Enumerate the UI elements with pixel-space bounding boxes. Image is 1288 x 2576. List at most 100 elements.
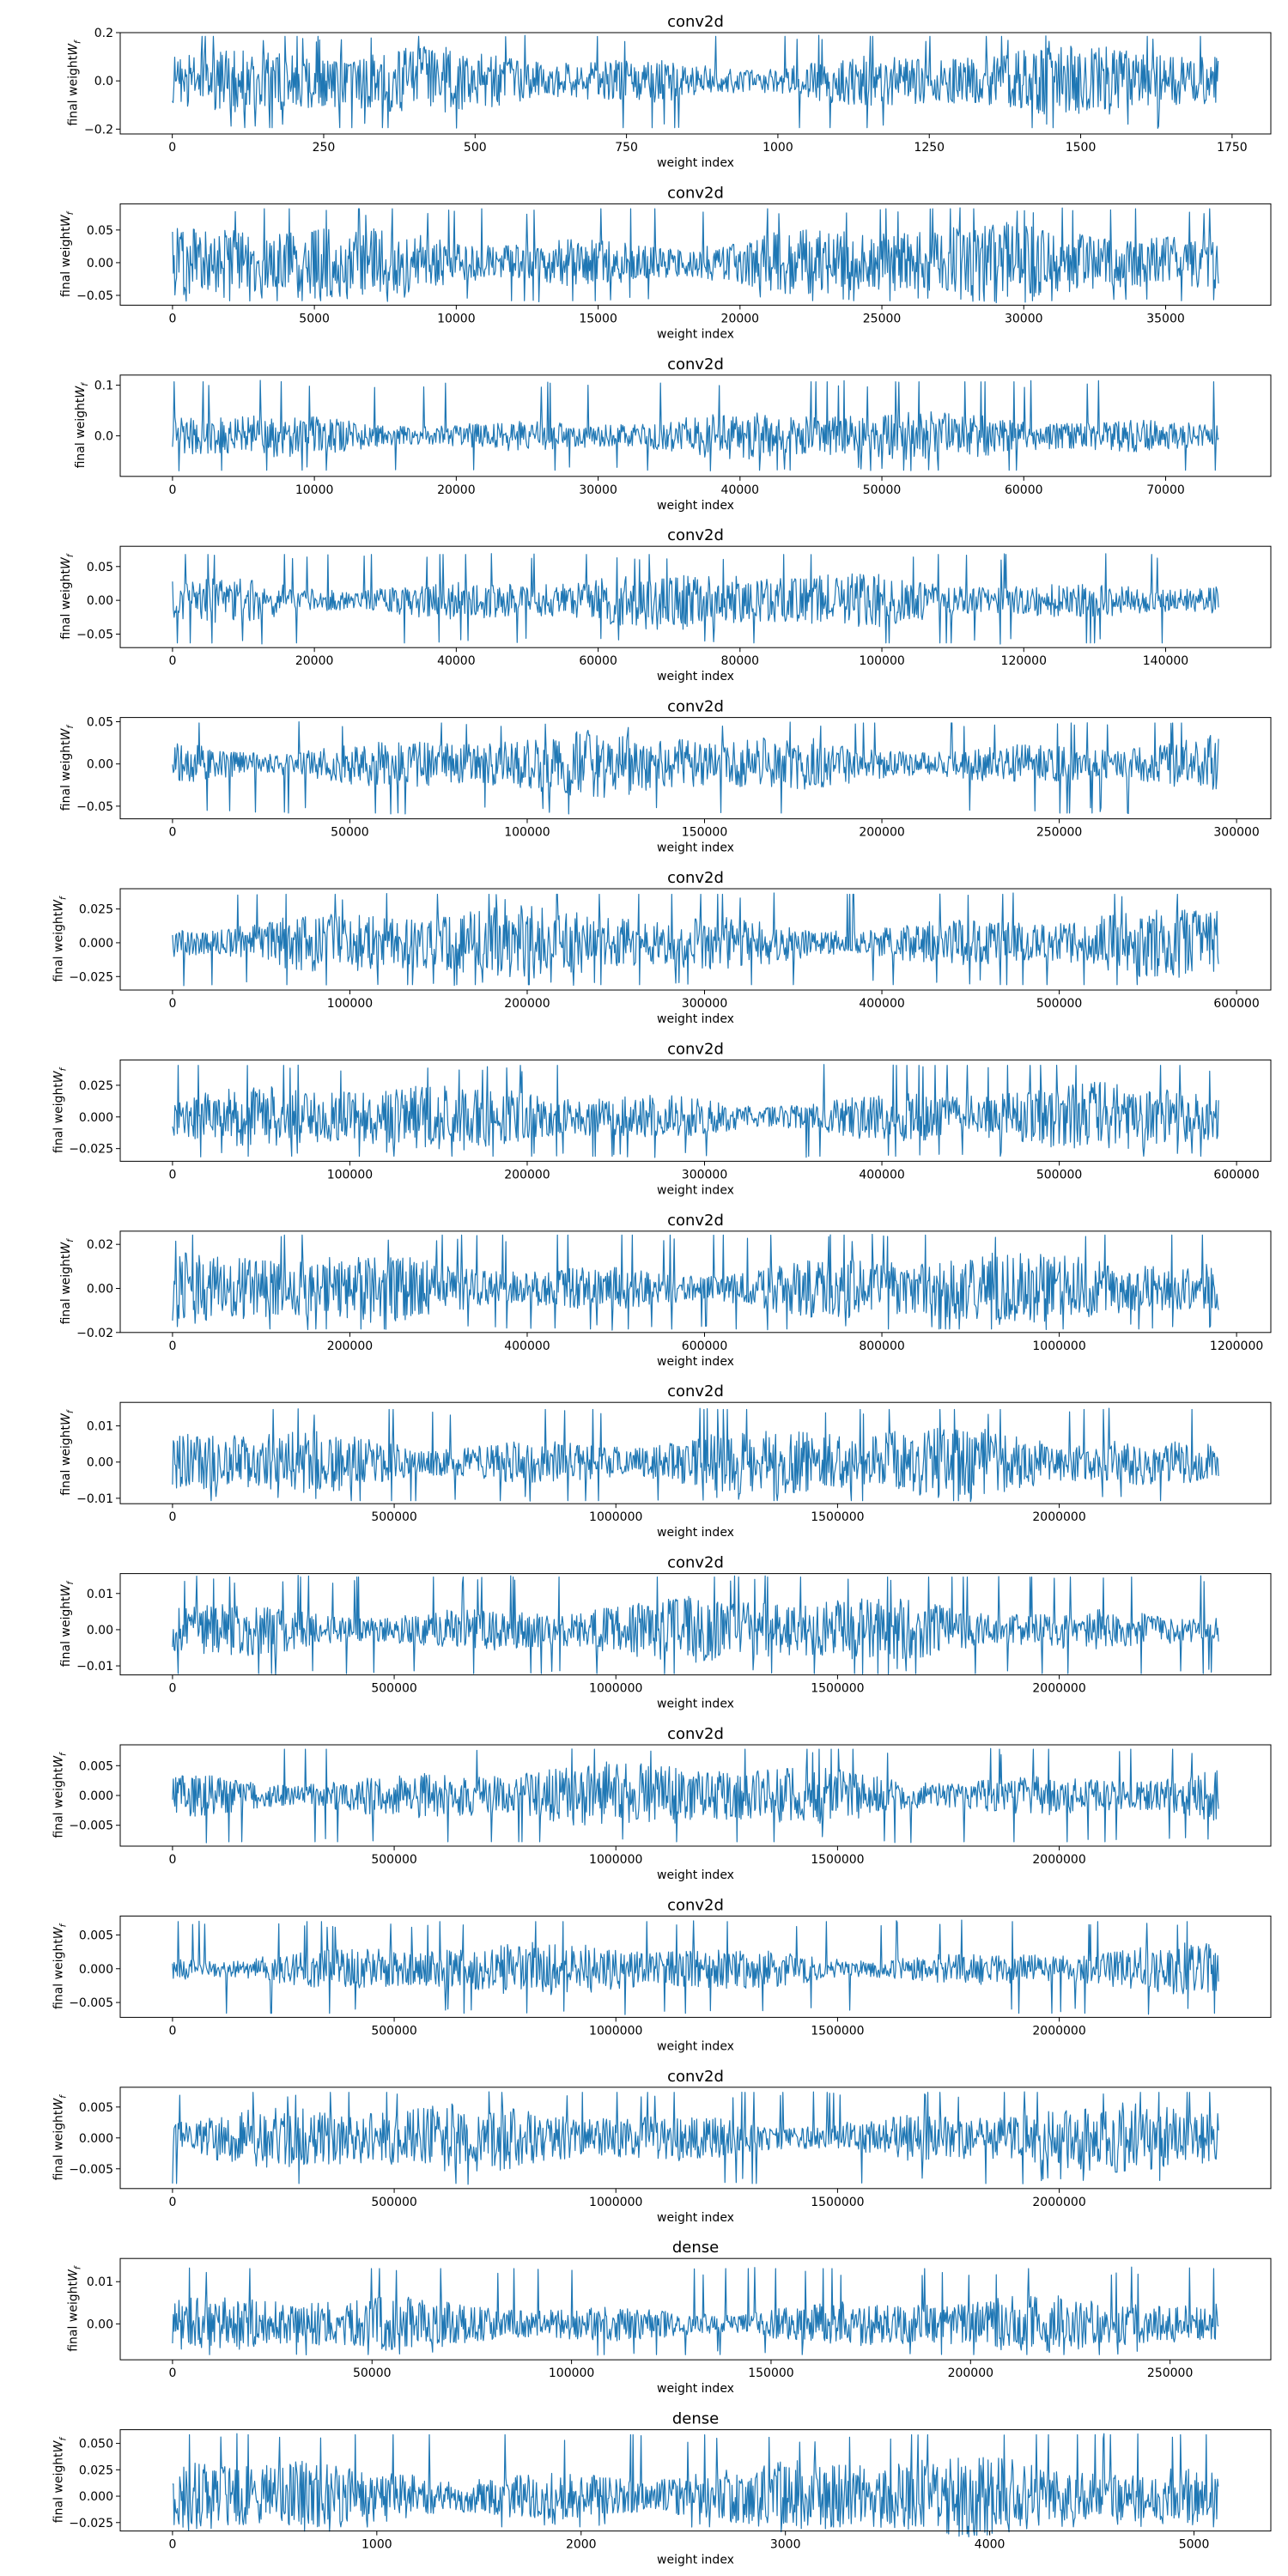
y-axis-label: final weightWf — [59, 553, 76, 640]
y-axis-label-symbol: W — [52, 2439, 65, 2452]
weight-trace — [172, 1233, 1219, 1331]
x-axis-label: weight index — [657, 1868, 734, 1882]
x-tick-label: 1500000 — [811, 2024, 864, 2038]
subplot-title: conv2d — [667, 1212, 724, 1230]
x-tick-label: 400000 — [504, 1340, 550, 1353]
x-axis-label: weight index — [657, 2382, 734, 2396]
y-axis-label: final weightWf — [59, 1409, 76, 1496]
y-axis-label-symbol: W — [52, 899, 65, 912]
subplot-14: dense 0 50000 100000 150000 200000 250000 0.00 0… — [67, 2239, 1272, 2396]
y-tick-label: 0.000 — [79, 1963, 113, 1977]
x-tick-label: 0 — [168, 1510, 176, 1524]
subplot-title: dense — [672, 2410, 719, 2428]
subplot-title: conv2d — [667, 1040, 724, 1058]
y-axis-label: final weightWf — [59, 725, 76, 811]
x-tick-label: 500000 — [371, 1682, 416, 1696]
x-axis-label: weight index — [657, 499, 734, 513]
y-axis-label-main: final weight — [52, 2110, 65, 2180]
y-axis-label-symbol: W — [52, 2098, 65, 2111]
x-tick-label: 1000000 — [589, 1853, 642, 1867]
y-axis-label-symbol: W — [67, 2269, 81, 2281]
x-axis-label: weight index — [657, 327, 734, 341]
x-tick-label: 4000 — [975, 2538, 1005, 2552]
subplot-title: conv2d — [667, 13, 724, 31]
axes-frame — [119, 1230, 1272, 1334]
x-tick-label: 2000000 — [1032, 1510, 1085, 1524]
x-axis-label: weight index — [657, 1183, 734, 1197]
x-tick-label: 150000 — [748, 2366, 793, 2380]
y-tick-label: 0.01 — [87, 1420, 113, 1434]
x-tick-label: 200000 — [504, 1168, 550, 1182]
x-axis-label: weight index — [657, 156, 734, 170]
x-tick-label: 3000 — [770, 2538, 801, 2552]
x-tick-label: 70000 — [1146, 483, 1185, 497]
x-tick-label: 600000 — [1213, 997, 1259, 1011]
y-tick-label: 0.050 — [79, 2438, 113, 2451]
subplot-title: conv2d — [667, 1382, 724, 1400]
x-tick-label: 200000 — [327, 1340, 373, 1353]
weight-trace — [172, 2433, 1219, 2538]
y-tick-label: 0.000 — [79, 2132, 113, 2146]
y-tick-label: 0.02 — [87, 1238, 113, 1252]
x-tick-label: 500000 — [1036, 997, 1082, 1011]
x-tick-label: 1200000 — [1210, 1340, 1263, 1353]
y-axis-label-subscript: f — [58, 1066, 68, 1071]
x-tick-label: 0 — [168, 1168, 176, 1182]
y-axis-label-symbol: W — [59, 214, 73, 227]
y-axis-label-subscript: f — [58, 2094, 68, 2099]
y-axis-label: final weightWf — [74, 382, 90, 469]
y-axis-label-main: final weight — [74, 398, 88, 468]
x-tick-label: 400000 — [859, 1168, 904, 1182]
x-tick-label: 1000000 — [589, 1510, 642, 1524]
y-axis-label-main: final weight — [67, 2281, 81, 2351]
x-tick-label: 100000 — [549, 2366, 594, 2380]
axes-frame — [119, 1059, 1272, 1162]
x-tick-label: 25000 — [863, 312, 902, 325]
y-axis-label-symbol: W — [52, 1070, 65, 1083]
x-tick-label: 800000 — [859, 1340, 904, 1353]
y-tick-label: 0.025 — [79, 903, 113, 917]
weight-trace — [172, 1747, 1219, 1844]
y-axis-label-main: final weight — [52, 1083, 65, 1153]
x-tick-label: 0 — [168, 654, 176, 668]
weight-trace — [172, 2091, 1219, 2185]
y-axis-label-subscript: f — [58, 1923, 68, 1927]
y-axis-label-main: final weight — [59, 1596, 73, 1667]
x-tick-label: 60000 — [579, 654, 617, 668]
x-tick-label: 0 — [168, 2196, 176, 2209]
x-tick-label: 2000000 — [1032, 2024, 1085, 2038]
y-tick-label: 0.1 — [94, 380, 113, 393]
x-tick-label: 0 — [168, 312, 176, 325]
x-tick-label: 100000 — [859, 654, 904, 668]
y-axis-label-subscript: f — [58, 1752, 68, 1756]
x-tick-label: 1750 — [1217, 141, 1248, 155]
y-axis-label-symbol: W — [59, 727, 73, 740]
x-tick-label: 250000 — [1147, 2366, 1193, 2380]
x-tick-label: 5000 — [299, 312, 330, 325]
x-axis-label: weight index — [657, 1526, 734, 1540]
x-tick-label: 100000 — [327, 997, 373, 1011]
y-tick-label: 0.01 — [87, 1588, 113, 1601]
x-tick-label: 35000 — [1146, 312, 1185, 325]
axes-frame — [119, 203, 1272, 306]
y-axis-label-symbol: W — [52, 1755, 65, 1768]
x-tick-label: 500000 — [371, 2024, 416, 2038]
x-tick-label: 20000 — [295, 654, 334, 668]
axes-frame — [119, 1573, 1272, 1676]
x-tick-label: 1000000 — [1032, 1340, 1085, 1353]
y-axis-label-subscript: f — [66, 1581, 76, 1585]
y-axis-label: final weightWf — [67, 2265, 83, 2352]
x-tick-label: 0 — [168, 826, 176, 840]
y-tick-label: 0.005 — [79, 2101, 113, 2115]
subplot-7: conv2d 0 100000 200000 300000 400000 500000 600… — [52, 1040, 1272, 1197]
x-tick-label: 600000 — [1213, 1168, 1259, 1182]
y-tick-label: 0.00 — [87, 2318, 113, 2331]
y-axis-label-subscript: f — [66, 1409, 76, 1413]
x-tick-label: 40000 — [721, 483, 760, 497]
x-axis-label: weight index — [657, 1355, 734, 1369]
x-tick-label: 50000 — [353, 2366, 392, 2380]
x-axis-label: weight index — [657, 1012, 734, 1026]
weight-trace — [172, 1064, 1219, 1158]
weight-trace — [172, 34, 1219, 130]
